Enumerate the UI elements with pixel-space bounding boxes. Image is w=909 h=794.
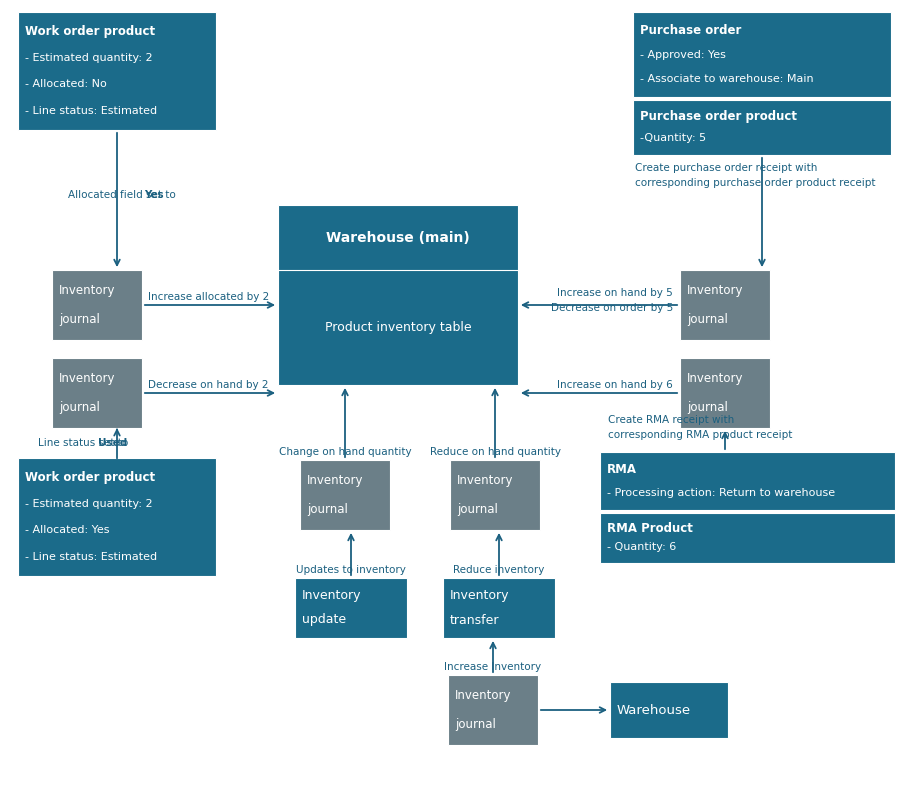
Text: Updates to inventory: Updates to inventory [296,565,406,575]
Text: Work order product: Work order product [25,25,155,38]
Text: RMA: RMA [607,463,637,476]
Text: Yes: Yes [144,190,164,200]
FancyBboxPatch shape [300,460,390,530]
Text: Inventory: Inventory [455,689,512,702]
Text: journal: journal [457,503,498,516]
Text: corresponding RMA product receipt: corresponding RMA product receipt [608,430,793,440]
Text: journal: journal [59,401,100,414]
Text: -Quantity: 5: -Quantity: 5 [640,133,706,143]
FancyBboxPatch shape [448,675,538,745]
Text: update: update [302,614,346,626]
Text: Increase on hand by 6: Increase on hand by 6 [557,380,673,390]
Text: Increase on hand by 5: Increase on hand by 5 [557,288,673,298]
Text: Used: Used [98,438,127,448]
FancyBboxPatch shape [18,12,216,130]
Text: Decrease on order by 5: Decrease on order by 5 [551,303,673,313]
Text: Allocated field set to: Allocated field set to [68,190,179,200]
FancyBboxPatch shape [450,460,540,530]
FancyBboxPatch shape [680,270,770,340]
Text: Inventory: Inventory [302,589,362,603]
FancyBboxPatch shape [610,682,728,738]
Text: Reduce on hand quantity: Reduce on hand quantity [429,447,561,457]
Text: Line status set to: Line status set to [38,438,132,448]
Text: - Associate to warehouse: Main: - Associate to warehouse: Main [640,74,814,84]
Text: Purchase order product: Purchase order product [640,110,797,123]
Text: - Line status: Estimated: - Line status: Estimated [25,106,157,116]
FancyBboxPatch shape [443,578,555,638]
Text: Warehouse (main): Warehouse (main) [326,230,470,245]
Text: Create RMA receipt with: Create RMA receipt with [608,415,734,425]
Text: - Estimated quantity: 2: - Estimated quantity: 2 [25,499,153,509]
Text: journal: journal [687,401,728,414]
Text: journal: journal [687,313,728,326]
FancyBboxPatch shape [278,205,518,385]
Text: Change on hand quantity: Change on hand quantity [279,447,411,457]
Text: transfer: transfer [450,614,500,626]
Text: - Line status: Estimated: - Line status: Estimated [25,552,157,561]
FancyBboxPatch shape [600,452,895,510]
Text: - Allocated: Yes: - Allocated: Yes [25,526,109,535]
FancyBboxPatch shape [295,578,407,638]
Text: - Estimated quantity: 2: - Estimated quantity: 2 [25,52,153,63]
Text: Increase allocated by 2: Increase allocated by 2 [148,292,269,302]
Text: Inventory: Inventory [687,284,744,297]
Text: Product inventory table: Product inventory table [325,321,471,334]
Text: - Allocated: No: - Allocated: No [25,79,106,89]
Text: Inventory: Inventory [59,372,115,385]
Text: Inventory: Inventory [450,589,510,603]
Text: - Approved: Yes: - Approved: Yes [640,49,726,60]
Text: Increase Inventory: Increase Inventory [445,662,542,672]
Text: RMA Product: RMA Product [607,522,693,535]
Text: - Quantity: 6: - Quantity: 6 [607,542,676,553]
Text: Purchase order: Purchase order [640,24,742,37]
Text: Inventory: Inventory [687,372,744,385]
Text: Create purchase order receipt with: Create purchase order receipt with [635,163,817,173]
FancyBboxPatch shape [633,12,891,97]
Text: Reduce inventory: Reduce inventory [454,565,544,575]
FancyBboxPatch shape [633,100,891,155]
FancyBboxPatch shape [600,513,895,563]
Text: journal: journal [307,503,348,516]
Text: Inventory: Inventory [59,284,115,297]
Text: Decrease on hand by 2: Decrease on hand by 2 [148,380,268,390]
Text: - Processing action: Return to warehouse: - Processing action: Return to warehouse [607,488,835,498]
FancyBboxPatch shape [680,358,770,428]
FancyBboxPatch shape [52,270,142,340]
Text: Inventory: Inventory [307,474,364,487]
FancyBboxPatch shape [18,458,216,576]
Text: Inventory: Inventory [457,474,514,487]
Text: corresponding purchase order product receipt: corresponding purchase order product rec… [635,178,875,188]
Text: journal: journal [455,718,496,731]
FancyBboxPatch shape [52,358,142,428]
Text: Work order product: Work order product [25,471,155,484]
Text: journal: journal [59,313,100,326]
Text: Warehouse: Warehouse [617,703,691,716]
